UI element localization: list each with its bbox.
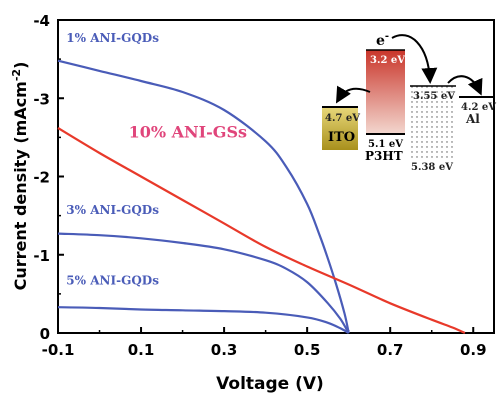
- gqd-block: [410, 86, 456, 158]
- x-tick-label: -0.1: [42, 341, 75, 359]
- x-tick-label: 0.1: [128, 341, 155, 359]
- y-tick-label: -1: [33, 247, 50, 265]
- series-line-2: [57, 232, 350, 334]
- x-tick-label: 0.3: [211, 341, 238, 359]
- y-tick-label: -2: [33, 169, 50, 187]
- series-line-4: [57, 127, 466, 335]
- al-label: Al: [465, 112, 480, 126]
- gqd-lumo-label: 3.55 eV: [413, 91, 455, 102]
- series-annotation-1: 1% ANI-GQDs: [66, 31, 159, 45]
- ito-block: [322, 107, 358, 150]
- gqd-homo-label: 5.38 eV: [411, 162, 453, 173]
- x-tick-label: 0.7: [377, 341, 404, 359]
- arrow-p3ht-to-gqd: [391, 34, 438, 84]
- y-axis-ticks: 0 -1 -2 -3 -4: [33, 12, 64, 343]
- energy-diagram-inset: 4.7 eV ITO 3.2 eV 5.1 eV P3HT 3.55 eV 5.…: [322, 31, 496, 173]
- y-tick-label: -4: [33, 12, 50, 30]
- ito-label: ITO: [328, 130, 355, 145]
- annotation-layer: 1% ANI-GQDs 10% ANI-GSs 3% ANI-GQDs 5% ANI-…: [66, 31, 247, 288]
- series-annotation-2: 10% ANI-GSs: [129, 122, 247, 141]
- p3ht-label: P3HT: [365, 149, 403, 163]
- x-tick-label: 0.9: [460, 341, 487, 359]
- series-line-1: [57, 59, 350, 334]
- series-annotation-4: 5% ANI-GQDs: [66, 273, 159, 287]
- x-axis-ticks: -0.1 0.1 0.3 0.5 0.7 0.9: [42, 327, 487, 359]
- arrow-p3ht-to-ito: [335, 85, 371, 104]
- al-level-label: 4.2 eV: [461, 102, 496, 113]
- arrow-gqd-to-al: [447, 75, 483, 96]
- x-tick-label: 0.5: [294, 341, 321, 359]
- ito-level-label: 4.7 eV: [325, 113, 360, 124]
- series-layer: [57, 59, 466, 335]
- y-tick-label: -3: [33, 90, 50, 108]
- x-axis-title: Voltage (V): [216, 374, 324, 394]
- y-axis-title: Current density (mAcm-2): [10, 62, 30, 291]
- p3ht-homo-label: 5.1 eV: [368, 139, 403, 150]
- y-tick-label: 0: [40, 325, 50, 343]
- electron-label: e-: [376, 31, 389, 49]
- p3ht-lumo-label: 3.2 eV: [370, 55, 405, 66]
- p3ht-block: [366, 50, 405, 134]
- series-annotation-3: 3% ANI-GQDs: [66, 203, 159, 217]
- series-line-3: [57, 306, 350, 334]
